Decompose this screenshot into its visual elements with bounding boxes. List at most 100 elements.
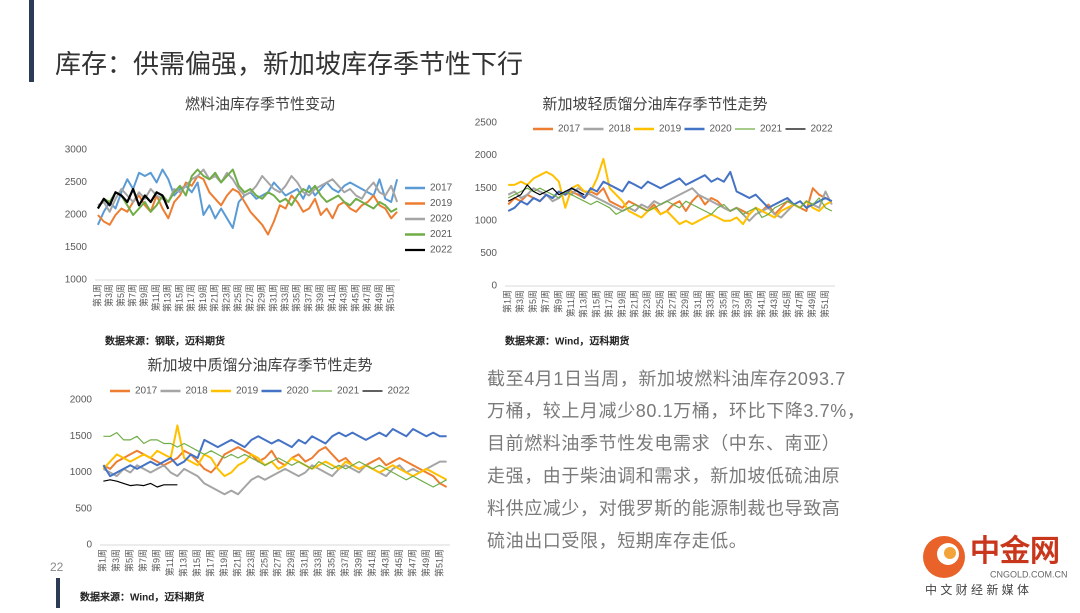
x-tick-label: 第25周 xyxy=(654,290,665,318)
chart-title: 燃料油库存季节性变动 xyxy=(185,95,335,113)
x-tick-label: 第17周 xyxy=(603,290,614,318)
x-tick-label: 第11周 xyxy=(164,549,175,576)
x-tick-label: 第39周 xyxy=(353,549,364,577)
logo-tagline: 中 文 财 经 新 媒 体 xyxy=(925,582,1029,597)
y-tick-label: 500 xyxy=(480,248,497,259)
legend-label: 2022 xyxy=(811,124,834,135)
paragraph-line: 走强，由于柴油调和需求，新加坡低硫油原 xyxy=(487,466,840,486)
series-line xyxy=(103,479,178,488)
y-tick-label: 1500 xyxy=(65,242,88,253)
paragraph-line: 目前燃料油季节性发电需求（中东、南亚） xyxy=(487,434,840,454)
x-tick-label: 第13周 xyxy=(162,284,173,312)
y-tick-label: 1000 xyxy=(70,467,93,478)
x-tick-label: 第39周 xyxy=(743,290,754,318)
x-tick-label: 第41周 xyxy=(366,549,377,577)
x-tick-label: 第9周 xyxy=(138,284,149,307)
x-tick-label: 第45周 xyxy=(393,549,404,577)
x-tick-label: 第23周 xyxy=(641,290,652,318)
x-tick-label: 第9周 xyxy=(151,549,162,572)
x-tick-label: 第31周 xyxy=(267,284,278,312)
x-tick-label: 第51周 xyxy=(819,290,830,318)
legend-label: 2017 xyxy=(430,183,453,194)
series-line xyxy=(96,187,170,210)
x-tick-label: 第47周 xyxy=(793,290,804,318)
x-tick-label: 第21周 xyxy=(231,549,242,577)
x-tick-label: 第35周 xyxy=(717,290,728,318)
x-tick-label: 第13周 xyxy=(178,549,189,577)
accent-bar xyxy=(29,0,34,82)
x-tick-label: 第33周 xyxy=(279,284,290,312)
x-tick-label: 第9周 xyxy=(552,290,563,313)
x-tick-label: 第17周 xyxy=(185,284,196,312)
x-tick-label: 第21周 xyxy=(628,290,639,318)
legend-label: 2022 xyxy=(388,386,411,397)
x-tick-label: 第5周 xyxy=(115,284,126,307)
x-tick-label: 第37周 xyxy=(302,284,313,312)
x-tick-label: 第13周 xyxy=(578,290,589,318)
x-tick-label: 第43周 xyxy=(768,290,779,318)
x-tick-label: 第19周 xyxy=(218,549,229,577)
x-tick-label: 第49周 xyxy=(806,290,817,318)
page-number: 22 xyxy=(50,560,64,574)
x-tick-label: 第33周 xyxy=(312,549,323,577)
legend-label: 2021 xyxy=(760,124,783,135)
x-tick-label: 第41周 xyxy=(755,290,766,318)
x-tick-label: 第1周 xyxy=(502,290,513,313)
x-tick-label: 第47周 xyxy=(361,284,372,312)
x-tick-label: 第37周 xyxy=(339,549,350,577)
x-tick-label: 第1周 xyxy=(97,549,108,572)
x-tick-label: 第29周 xyxy=(285,549,296,577)
legend-label: 2018 xyxy=(186,386,209,397)
y-tick-label: 2000 xyxy=(70,395,93,406)
legend-label: 2019 xyxy=(430,198,453,209)
x-tick-label: 第17周 xyxy=(204,549,215,577)
slide-title: 库存：供需偏强，新加坡库存季节性下行 xyxy=(55,49,523,79)
x-tick-label: 第23周 xyxy=(220,284,231,312)
series-line xyxy=(507,187,833,219)
x-tick-label: 第23周 xyxy=(245,549,256,577)
x-tick-label: 第5周 xyxy=(124,549,135,572)
paragraph-line: 硫油出口受限，短期库存走低。 xyxy=(487,531,747,551)
x-tick-label: 第35周 xyxy=(291,284,302,312)
x-tick-label: 第7周 xyxy=(127,284,138,307)
x-tick-label: 第15周 xyxy=(173,284,184,312)
x-tick-label: 第15周 xyxy=(191,549,202,577)
legend-label: 2020 xyxy=(430,214,453,225)
x-tick-label: 第25周 xyxy=(258,549,269,577)
x-tick-label: 第15周 xyxy=(590,290,601,318)
chart-title: 新加坡轻质馏分油库存季节性走势 xyxy=(542,96,767,113)
legend-label: 2018 xyxy=(609,124,632,135)
y-tick-label: 1500 xyxy=(70,431,93,442)
x-tick-label: 第39周 xyxy=(314,284,325,312)
x-tick-label: 第27周 xyxy=(272,549,283,577)
source-note: 数据来源：Wind，迈科期货 xyxy=(80,591,204,604)
x-tick-label: 第49周 xyxy=(373,284,384,312)
y-tick-label: 1000 xyxy=(65,275,88,286)
series-line xyxy=(102,460,447,496)
chart-title: 新加坡中质馏分油库存季节性走势 xyxy=(147,357,372,374)
x-tick-label: 第51周 xyxy=(385,284,396,312)
legend-label: 2020 xyxy=(710,124,733,135)
y-tick-label: 2000 xyxy=(65,210,88,221)
series-line xyxy=(97,168,398,216)
x-tick-label: 第3周 xyxy=(110,549,121,572)
x-tick-label: 第27周 xyxy=(244,284,255,312)
series-line xyxy=(102,428,447,478)
x-tick-label: 第35周 xyxy=(326,549,337,577)
x-tick-label: 第43周 xyxy=(338,284,349,312)
x-tick-label: 第41周 xyxy=(326,284,337,312)
x-tick-label: 第7周 xyxy=(540,290,551,313)
x-tick-label: 第1周 xyxy=(91,284,102,307)
y-tick-label: 1500 xyxy=(475,183,498,194)
logo: 中金网 CNGOLD.COM.CN 中 文 财 经 新 媒 体 xyxy=(923,534,1068,597)
x-tick-label: 第19周 xyxy=(197,284,208,312)
x-tick-label: 第51周 xyxy=(433,549,444,577)
logo-name: 中金网 xyxy=(970,534,1060,568)
legend-label: 2021 xyxy=(337,386,360,397)
legend-label: 2017 xyxy=(135,386,158,397)
series-line xyxy=(507,184,585,202)
y-tick-label: 3000 xyxy=(65,145,88,156)
x-tick-label: 第19周 xyxy=(616,290,627,318)
paragraph-line: 万桶，较上月减少80.1万桶，环比下降3.7%， xyxy=(487,401,865,421)
x-tick-label: 第11周 xyxy=(150,284,161,311)
